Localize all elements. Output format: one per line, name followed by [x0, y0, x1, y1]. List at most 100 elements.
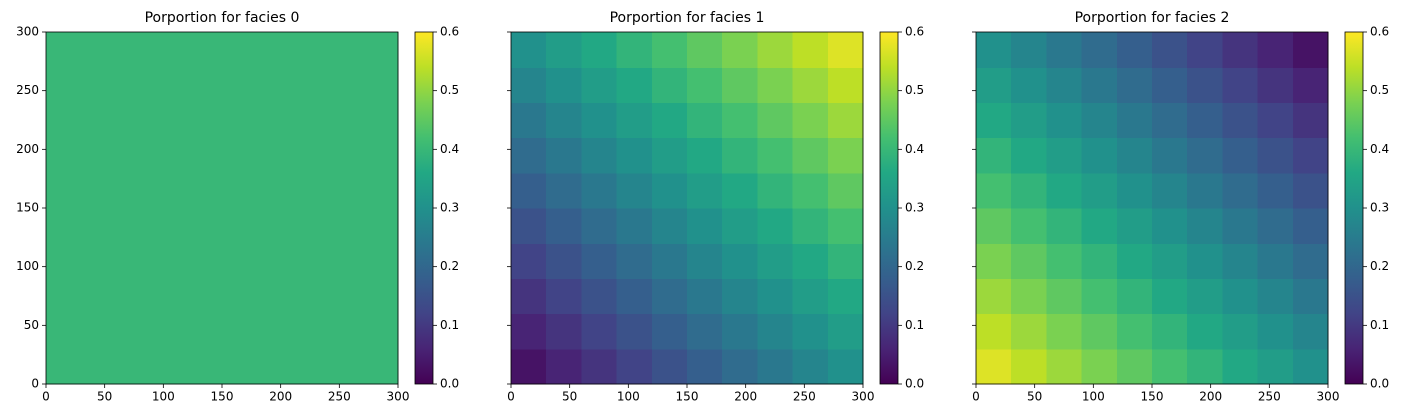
heatmap-cell	[292, 67, 329, 103]
heatmap-cell	[687, 313, 723, 350]
heatmap-cell	[687, 32, 723, 68]
heatmap-cell	[257, 313, 293, 350]
heatmap-cell	[616, 32, 653, 68]
heatmap-cell	[616, 208, 653, 244]
heatmap-cell	[976, 243, 1012, 279]
heatmap-cell	[81, 348, 117, 385]
heatmap-cell	[792, 348, 829, 385]
heatmap-cell	[1292, 313, 1329, 350]
heatmap-cell	[792, 243, 829, 279]
heatmap-cell	[292, 32, 329, 68]
heatmap-cell	[1152, 137, 1188, 174]
heatmap-cell	[257, 348, 293, 385]
x-tick-label: 200	[734, 390, 757, 404]
heatmap-cell	[327, 208, 364, 244]
heatmap-cell	[511, 278, 547, 315]
heatmap-cell	[46, 278, 82, 315]
heatmap-cell	[151, 32, 188, 68]
heatmap-cell	[222, 102, 258, 139]
heatmap-cell	[511, 32, 547, 68]
heatmap-cell	[1187, 243, 1223, 279]
heatmap-cell	[1011, 67, 1047, 103]
heatmap-cell	[976, 348, 1012, 385]
heatmap-cell	[757, 67, 794, 103]
heatmap-cell	[1011, 243, 1047, 279]
heatmap-cell	[1222, 137, 1259, 174]
heatmap-cell	[81, 67, 117, 103]
heatmap-cell	[1116, 102, 1153, 139]
heatmap-cell	[1222, 348, 1259, 385]
heatmap-cell	[1081, 243, 1118, 279]
heatmap-cell	[1187, 278, 1223, 315]
colorbar-tick-label: 0.1	[440, 318, 459, 332]
heatmap-cell	[976, 137, 1012, 174]
x-tick-label: 50	[97, 390, 112, 404]
heatmap-cell	[757, 278, 794, 315]
heatmap-cell	[1046, 32, 1083, 68]
x-tick-label: 50	[562, 390, 577, 404]
heatmap-cell	[257, 32, 293, 68]
heatmap-cell	[687, 137, 723, 174]
colorbar-tick-label: 0.3	[1370, 201, 1389, 215]
heatmap-cell	[687, 208, 723, 244]
x-tick-label: 200	[269, 390, 292, 404]
heatmap-cell	[116, 67, 153, 103]
heatmap-cell	[827, 243, 864, 279]
heatmap-cell	[1046, 208, 1083, 244]
heatmap-cell	[1081, 67, 1118, 103]
heatmap-cell	[1257, 313, 1294, 350]
heatmap-cell	[257, 208, 293, 244]
heatmap-cell	[1046, 243, 1083, 279]
heatmap-cell	[81, 208, 117, 244]
heatmap-cell	[186, 172, 223, 209]
heatmap-cell	[1292, 172, 1329, 209]
heatmap-cell	[116, 208, 153, 244]
heatmap-cell	[1257, 243, 1294, 279]
heatmap-cell	[757, 208, 794, 244]
heatmap-cell	[1011, 208, 1047, 244]
y-tick-label: 150	[16, 201, 39, 215]
heatmap-cell	[792, 32, 829, 68]
x-tick-label: 50	[1027, 390, 1042, 404]
heatmap-cell	[792, 172, 829, 209]
heatmap-cell	[1046, 172, 1083, 209]
heatmap-cell	[1116, 137, 1153, 174]
colorbar-tick-label: 0.3	[440, 201, 459, 215]
heatmap-cell	[1187, 67, 1223, 103]
heatmap-cell	[511, 102, 547, 139]
heatmap-cell	[511, 208, 547, 244]
heatmap-cell	[1152, 67, 1188, 103]
heatmap-cell	[257, 243, 293, 279]
heatmap-cell	[292, 313, 329, 350]
heatmap-cell	[722, 348, 758, 385]
heatmap-cell	[362, 32, 399, 68]
heatmap-cell	[151, 102, 188, 139]
heatmap-cell	[151, 172, 188, 209]
heatmap-cells	[976, 32, 1329, 385]
heatmap-cell	[581, 313, 618, 350]
colorbar-tick-label: 0.4	[905, 142, 924, 156]
heatmap-cell	[186, 243, 223, 279]
heatmap-cell	[792, 208, 829, 244]
heatmap-cell	[362, 278, 399, 315]
heatmap-cell	[1081, 348, 1118, 385]
heatmap-cell	[616, 172, 653, 209]
heatmap-cell	[1116, 67, 1153, 103]
heatmap-cell	[976, 313, 1012, 350]
heatmap-cell	[327, 278, 364, 315]
heatmap-cell	[546, 243, 582, 279]
heatmap-cell	[1222, 278, 1259, 315]
heatmap-cell	[792, 102, 829, 139]
heatmap-cell	[827, 137, 864, 174]
y-tick-label: 300	[16, 25, 39, 39]
heatmap-cell	[151, 348, 188, 385]
heatmap-cell	[546, 32, 582, 68]
heatmap-cell	[792, 137, 829, 174]
heatmap-cell	[1081, 32, 1118, 68]
heatmap-cell	[222, 137, 258, 174]
heatmap-cell	[1222, 313, 1259, 350]
x-tick-label: 0	[42, 390, 50, 404]
heatmap-cell	[1152, 208, 1188, 244]
heatmap-cell	[722, 32, 758, 68]
y-tick-label: 250	[16, 83, 39, 97]
